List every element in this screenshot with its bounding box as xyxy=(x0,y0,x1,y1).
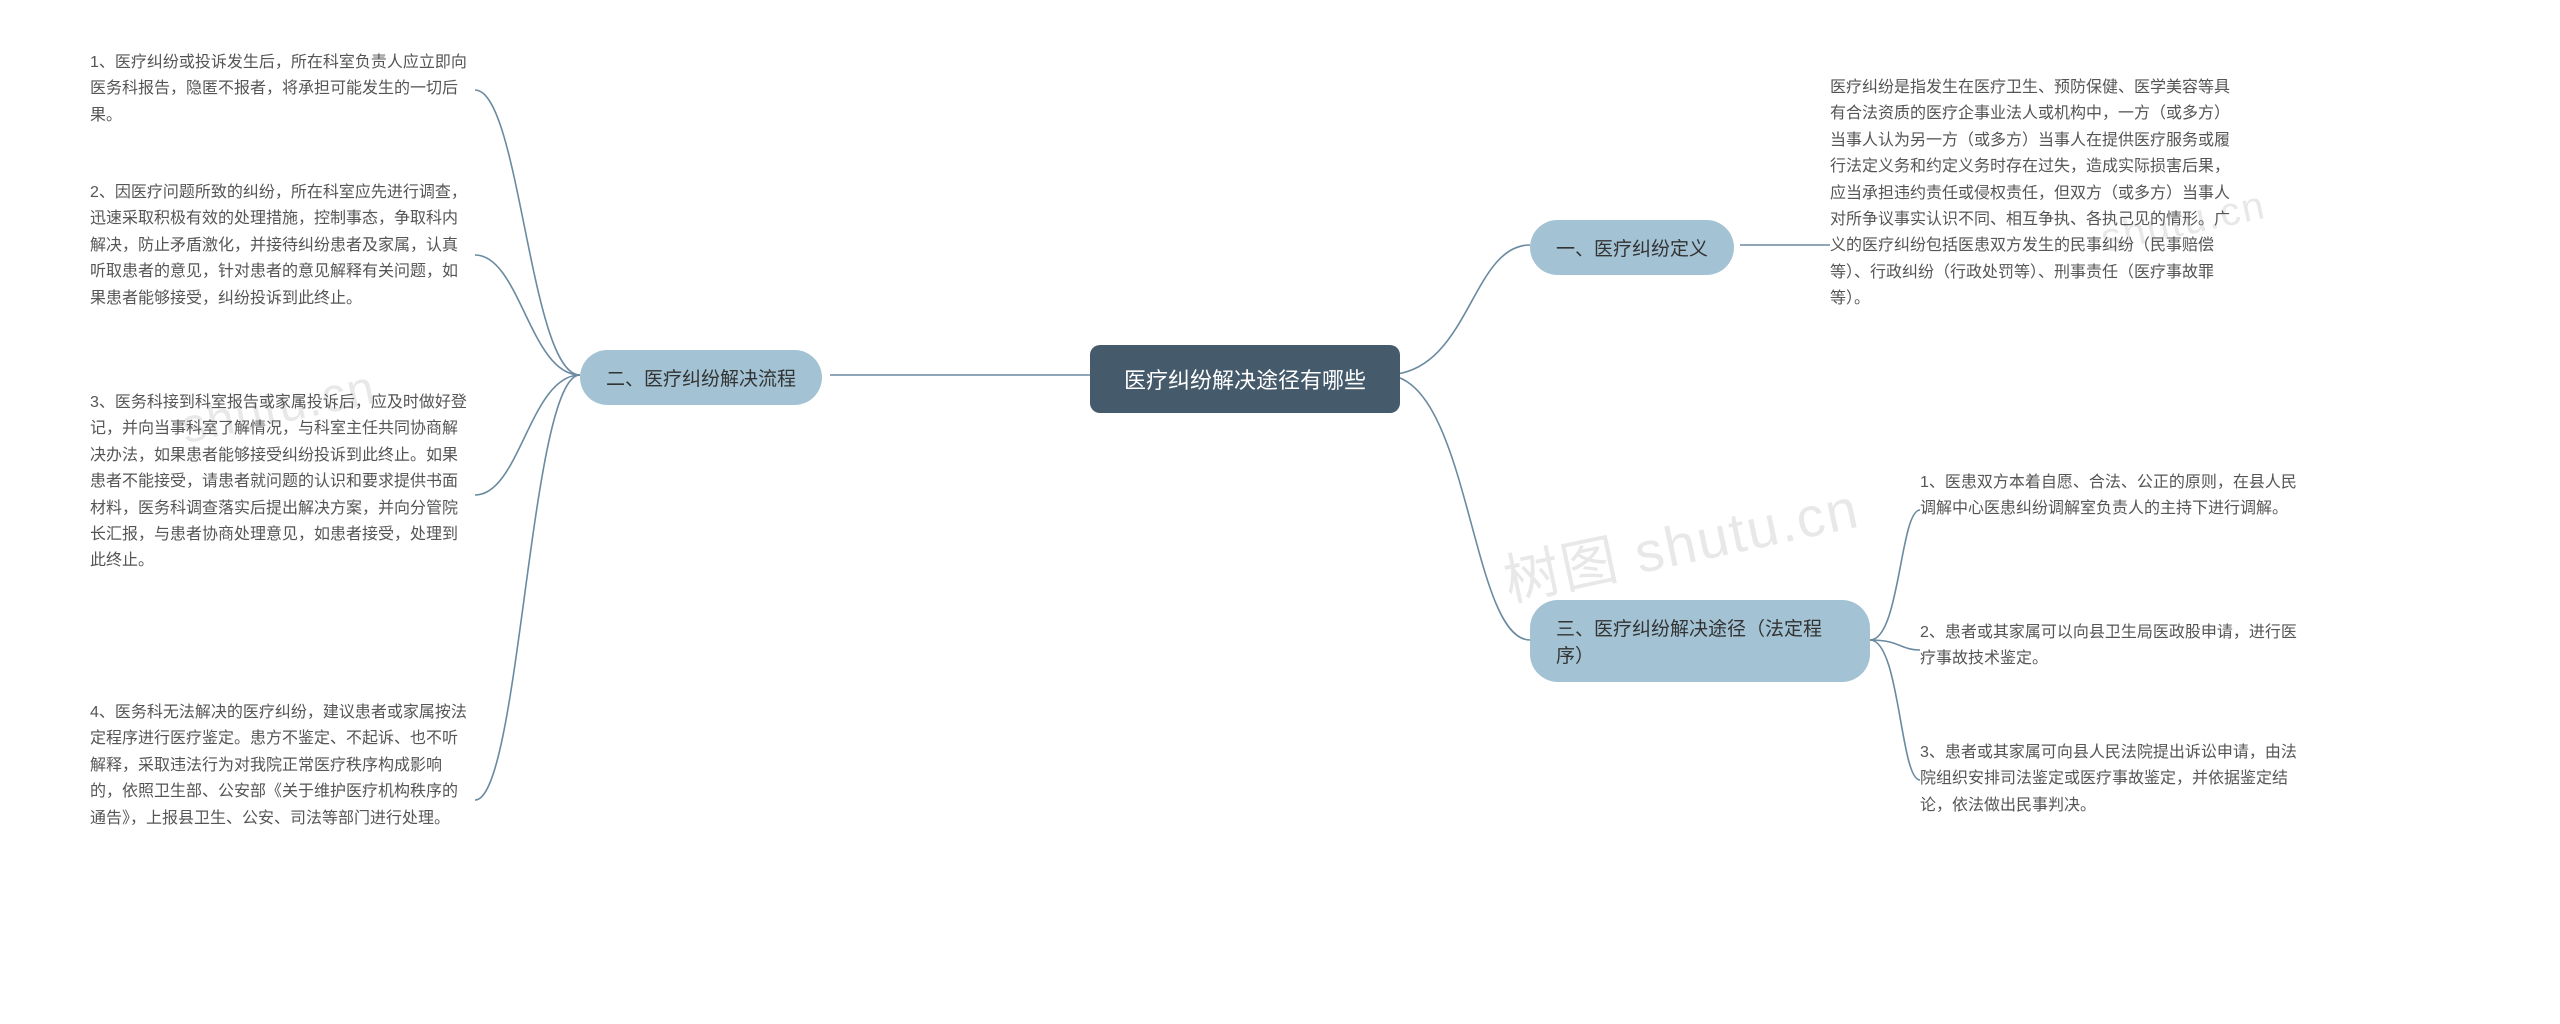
leaf-legal-3: 3、患者或其家属可向县人民法院提出诉讼申请，由法院组织安排司法鉴定或医疗事故鉴定… xyxy=(1920,740,2300,819)
leaf-legal-2: 2、患者或其家属可以向县卫生局医政股申请，进行医疗事故技术鉴定。 xyxy=(1920,620,2300,673)
branch-label: 二、医疗纠纷解决流程 xyxy=(606,369,796,390)
branch-label: 一、医疗纠纷定义 xyxy=(1556,239,1708,260)
leaf-process-2: 2、因医疗问题所致的纠纷，所在科室应先进行调查，迅速采取积极有效的处理措施，控制… xyxy=(90,180,470,312)
leaf-process-1: 1、医疗纠纷或投诉发生后，所在科室负责人应立即向医务科报告，隐匿不报者，将承担可… xyxy=(90,50,470,129)
branch-label: 三、医疗纠纷解决途径（法定程序） xyxy=(1556,619,1822,667)
watermark: 树图 shutu.cn xyxy=(1496,463,1866,617)
root-label: 医疗纠纷解决途径有哪些 xyxy=(1124,368,1366,393)
branch-legal-route: 三、医疗纠纷解决途径（法定程序） xyxy=(1530,600,1870,682)
mindmap-root: 医疗纠纷解决途径有哪些 xyxy=(1090,345,1400,413)
leaf-definition: 医疗纠纷是指发生在医疗卫生、预防保健、医学美容等具有合法资质的医疗企事业法人或机… xyxy=(1830,75,2230,313)
branch-process: 二、医疗纠纷解决流程 xyxy=(580,350,822,405)
leaf-legal-1: 1、医患双方本着自愿、合法、公正的原则，在县人民调解中心医患纠纷调解室负责人的主… xyxy=(1920,470,2300,523)
leaf-process-3: 3、医务科接到科室报告或家属投诉后，应及时做好登记，并向当事科室了解情况，与科室… xyxy=(90,390,470,575)
leaf-process-4: 4、医务科无法解决的医疗纠纷，建议患者或家属按法定程序进行医疗鉴定。患方不鉴定、… xyxy=(90,700,470,832)
branch-definition: 一、医疗纠纷定义 xyxy=(1530,220,1734,275)
